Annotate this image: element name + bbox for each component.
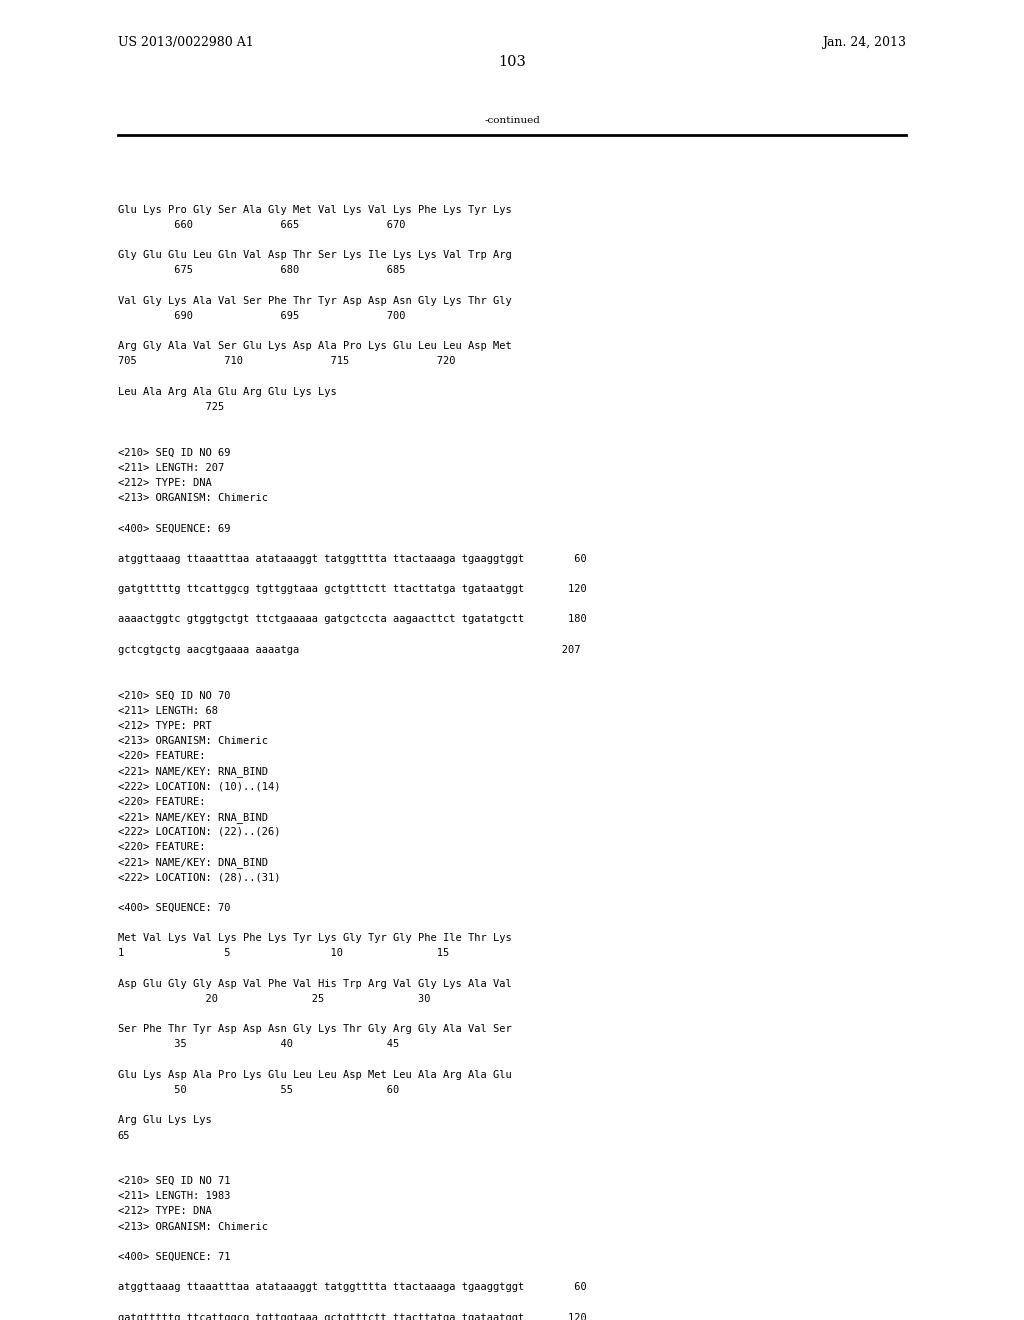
Text: <220> FEATURE:: <220> FEATURE: [118,842,205,853]
Text: gatgtttttg ttcattggcg tgttggtaaa gctgtttctt ttacttatga tgataatggt       120: gatgtttttg ttcattggcg tgttggtaaa gctgttt… [118,583,587,594]
Text: atggttaaag ttaaatttaa atataaaggt tatggtttta ttactaaaga tgaaggtggt        60: atggttaaag ttaaatttaa atataaaggt tatggtt… [118,553,587,564]
Text: Val Gly Lys Ala Val Ser Phe Thr Tyr Asp Asp Asn Gly Lys Thr Gly: Val Gly Lys Ala Val Ser Phe Thr Tyr Asp … [118,296,512,306]
Text: <213> ORGANISM: Chimeric: <213> ORGANISM: Chimeric [118,1221,267,1232]
Text: 660              665              670: 660 665 670 [118,219,406,230]
Text: Arg Gly Ala Val Ser Glu Lys Asp Ala Pro Lys Glu Leu Leu Asp Met: Arg Gly Ala Val Ser Glu Lys Asp Ala Pro … [118,341,512,351]
Text: 690              695              700: 690 695 700 [118,310,406,321]
Text: <222> LOCATION: (28)..(31): <222> LOCATION: (28)..(31) [118,873,281,883]
Text: 1                5                10               15: 1 5 10 15 [118,948,449,958]
Text: 705              710              715              720: 705 710 715 720 [118,356,456,367]
Text: <211> LENGTH: 207: <211> LENGTH: 207 [118,462,224,473]
Text: <400> SEQUENCE: 70: <400> SEQUENCE: 70 [118,903,230,913]
Text: <210> SEQ ID NO 70: <210> SEQ ID NO 70 [118,690,230,701]
Text: gctcgtgctg aacgtgaaaa aaaatga                                          207: gctcgtgctg aacgtgaaaa aaaatga 207 [118,644,581,655]
Text: <210> SEQ ID NO 69: <210> SEQ ID NO 69 [118,447,230,458]
Text: Ser Phe Thr Tyr Asp Asp Asn Gly Lys Thr Gly Arg Gly Ala Val Ser: Ser Phe Thr Tyr Asp Asp Asn Gly Lys Thr … [118,1024,512,1035]
Text: <212> TYPE: PRT: <212> TYPE: PRT [118,721,212,731]
Text: 675              680              685: 675 680 685 [118,265,406,276]
Text: <221> NAME/KEY: RNA_BIND: <221> NAME/KEY: RNA_BIND [118,812,267,822]
Text: Glu Lys Pro Gly Ser Ala Gly Met Val Lys Val Lys Phe Lys Tyr Lys: Glu Lys Pro Gly Ser Ala Gly Met Val Lys … [118,205,512,215]
Text: US 2013/0022980 A1: US 2013/0022980 A1 [118,36,254,49]
Text: aaaactggtc gtggtgctgt ttctgaaaaa gatgctccta aagaacttct tgatatgctt       180: aaaactggtc gtggtgctgt ttctgaaaaa gatgctc… [118,614,587,624]
Text: -continued: -continued [484,116,540,125]
Text: <222> LOCATION: (22)..(26): <222> LOCATION: (22)..(26) [118,826,281,837]
Text: 65: 65 [118,1130,130,1140]
Text: Leu Ala Arg Ala Glu Arg Glu Lys Lys: Leu Ala Arg Ala Glu Arg Glu Lys Lys [118,387,337,397]
Text: 50               55               60: 50 55 60 [118,1085,399,1096]
Text: Gly Glu Glu Leu Gln Val Asp Thr Ser Lys Ile Lys Lys Val Trp Arg: Gly Glu Glu Leu Gln Val Asp Thr Ser Lys … [118,249,512,260]
Text: <212> TYPE: DNA: <212> TYPE: DNA [118,478,212,488]
Text: 20               25               30: 20 25 30 [118,994,430,1005]
Text: 103: 103 [498,55,526,70]
Text: <213> ORGANISM: Chimeric: <213> ORGANISM: Chimeric [118,735,267,746]
Text: Jan. 24, 2013: Jan. 24, 2013 [822,36,906,49]
Text: <220> FEATURE:: <220> FEATURE: [118,796,205,807]
Text: <400> SEQUENCE: 71: <400> SEQUENCE: 71 [118,1251,230,1262]
Text: Arg Glu Lys Lys: Arg Glu Lys Lys [118,1115,212,1126]
Text: Met Val Lys Val Lys Phe Lys Tyr Lys Gly Tyr Gly Phe Ile Thr Lys: Met Val Lys Val Lys Phe Lys Tyr Lys Gly … [118,933,512,944]
Text: gatgtttttg ttcattggcg tgttggtaaa gctgtttctt ttacttatga tgataatggt       120: gatgtttttg ttcattggcg tgttggtaaa gctgttt… [118,1312,587,1320]
Text: <221> NAME/KEY: RNA_BIND: <221> NAME/KEY: RNA_BIND [118,766,267,777]
Text: 725: 725 [118,401,224,412]
Text: <212> TYPE: DNA: <212> TYPE: DNA [118,1206,212,1217]
Text: <213> ORGANISM: Chimeric: <213> ORGANISM: Chimeric [118,492,267,503]
Text: <400> SEQUENCE: 69: <400> SEQUENCE: 69 [118,523,230,533]
Text: <222> LOCATION: (10)..(14): <222> LOCATION: (10)..(14) [118,781,281,792]
Text: <210> SEQ ID NO 71: <210> SEQ ID NO 71 [118,1176,230,1187]
Text: <220> FEATURE:: <220> FEATURE: [118,751,205,762]
Text: <211> LENGTH: 1983: <211> LENGTH: 1983 [118,1191,230,1201]
Text: <221> NAME/KEY: DNA_BIND: <221> NAME/KEY: DNA_BIND [118,857,267,869]
Text: Asp Glu Gly Gly Asp Val Phe Val His Trp Arg Val Gly Lys Ala Val: Asp Glu Gly Gly Asp Val Phe Val His Trp … [118,978,512,989]
Text: Glu Lys Asp Ala Pro Lys Glu Leu Leu Asp Met Leu Ala Arg Ala Glu: Glu Lys Asp Ala Pro Lys Glu Leu Leu Asp … [118,1069,512,1080]
Text: 35               40               45: 35 40 45 [118,1039,399,1049]
Text: atggttaaag ttaaatttaa atataaaggt tatggtttta ttactaaaga tgaaggtggt        60: atggttaaag ttaaatttaa atataaaggt tatggtt… [118,1282,587,1292]
Text: <211> LENGTH: 68: <211> LENGTH: 68 [118,705,218,715]
